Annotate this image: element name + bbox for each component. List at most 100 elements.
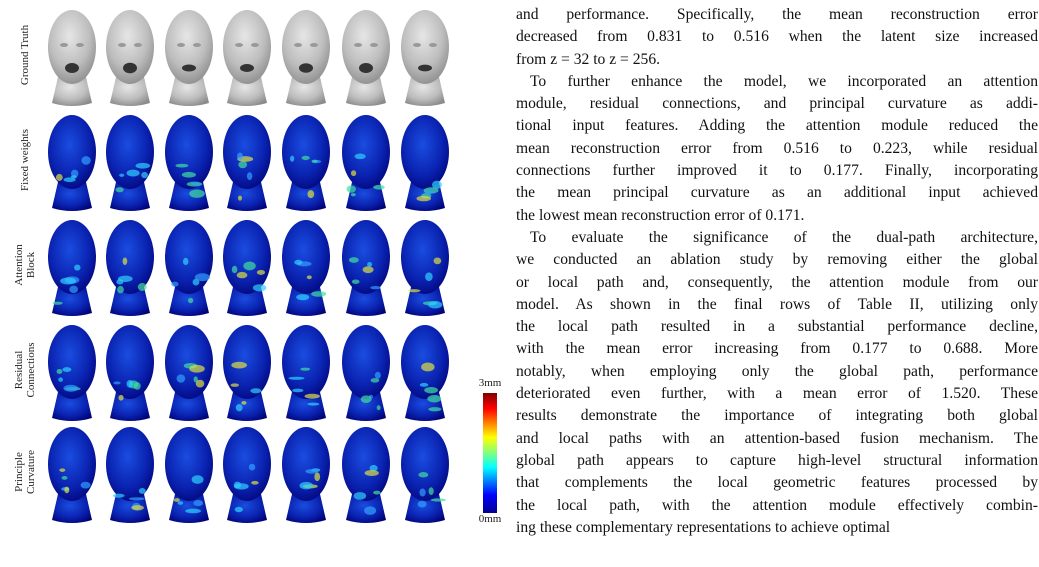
error-spot [117,285,124,294]
head [165,10,213,84]
error-spot [424,190,434,195]
error-spot [233,481,242,489]
error-spot [306,275,312,280]
text-line: module, residual connections, and princi… [516,95,1038,113]
error-spot [122,257,128,265]
error-spot [424,386,439,394]
error-spot [376,405,381,411]
head [48,427,96,501]
neck [110,494,150,523]
neck [286,77,326,106]
error-spot [301,155,310,161]
error-spot [305,469,319,474]
head [401,115,449,189]
neck [227,494,267,523]
text-line: mean reconstruction error from 0.516 to … [516,139,1038,157]
error-spot [138,487,146,494]
error-spot [246,172,253,180]
text-line: tional input features. Adding the attent… [516,117,1038,135]
error-spot [431,180,442,190]
error-spot [299,481,314,490]
error-spot [370,285,381,290]
head [223,115,271,189]
neck [286,392,326,421]
text-line: results demonstrate the importance of in… [516,407,1038,425]
row-label: Ground Truth [19,24,31,85]
eye [294,43,302,47]
head [106,220,154,294]
error-spot [346,185,356,193]
text-line: model. As shown in the final rows of Tab… [516,295,1038,313]
head [106,10,154,84]
error-spot [252,284,267,292]
error-spot [251,480,259,485]
error-spot [187,297,194,304]
head [342,427,390,501]
head [282,115,330,189]
head [106,325,154,399]
head [48,115,96,189]
head [165,427,213,501]
error-spot [231,361,248,369]
error-spot [126,380,134,388]
error-spot [126,169,140,177]
neck [346,392,386,421]
neck [52,494,92,523]
error-spot [189,189,205,198]
neck [52,182,92,211]
error-spot [417,500,427,508]
error-spot [131,505,144,511]
error-spot [193,499,204,507]
error-spot [428,301,443,309]
error-spot [61,475,68,480]
error-spot [113,381,121,385]
neck [346,77,386,106]
neck [169,392,209,421]
text-line: decreased from 0.831 to 0.516 when the l… [516,28,1038,46]
error-spot [182,257,189,266]
error-spot [128,497,145,501]
eye [134,43,142,47]
text-line: and local paths with an attention-based … [516,429,1038,447]
error-spot [373,184,385,190]
text-line: the local path resulted in a substantial… [516,318,1038,336]
error-spot [81,156,91,165]
error-spot [55,173,63,181]
head [165,115,213,189]
head [342,220,390,294]
error-spot [69,285,78,294]
neck [405,287,445,316]
neck [286,494,326,523]
error-spot [369,464,378,472]
error-spot [171,281,179,287]
neck [169,182,209,211]
head [401,427,449,501]
eye [177,43,185,47]
head [48,220,96,294]
error-spot [304,393,320,399]
text-line: the mean principal curvature as an addit… [516,184,1038,202]
eye [429,43,437,47]
error-spot [135,162,151,169]
eye [310,43,318,47]
error-spot [193,376,198,383]
error-spot [289,155,295,162]
error-spot [348,257,359,263]
neck [52,77,92,106]
error-spot [176,374,186,383]
error-spot [364,469,379,477]
eye [370,43,378,47]
error-spot [350,170,357,177]
eye [193,43,201,47]
eye [118,43,126,47]
error-spot [408,289,421,293]
mouth [418,64,432,72]
text-column: and performance. Specifically, the mean … [516,4,1038,539]
error-spot [137,282,147,291]
error-spot [59,468,66,472]
error-spot [418,472,429,478]
row-label: Fixed weights [19,129,31,191]
error-spot [256,269,266,275]
colorbar [483,393,497,513]
head [165,325,213,399]
